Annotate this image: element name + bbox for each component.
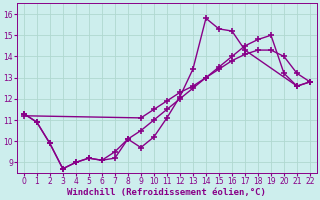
- X-axis label: Windchill (Refroidissement éolien,°C): Windchill (Refroidissement éolien,°C): [68, 188, 266, 197]
